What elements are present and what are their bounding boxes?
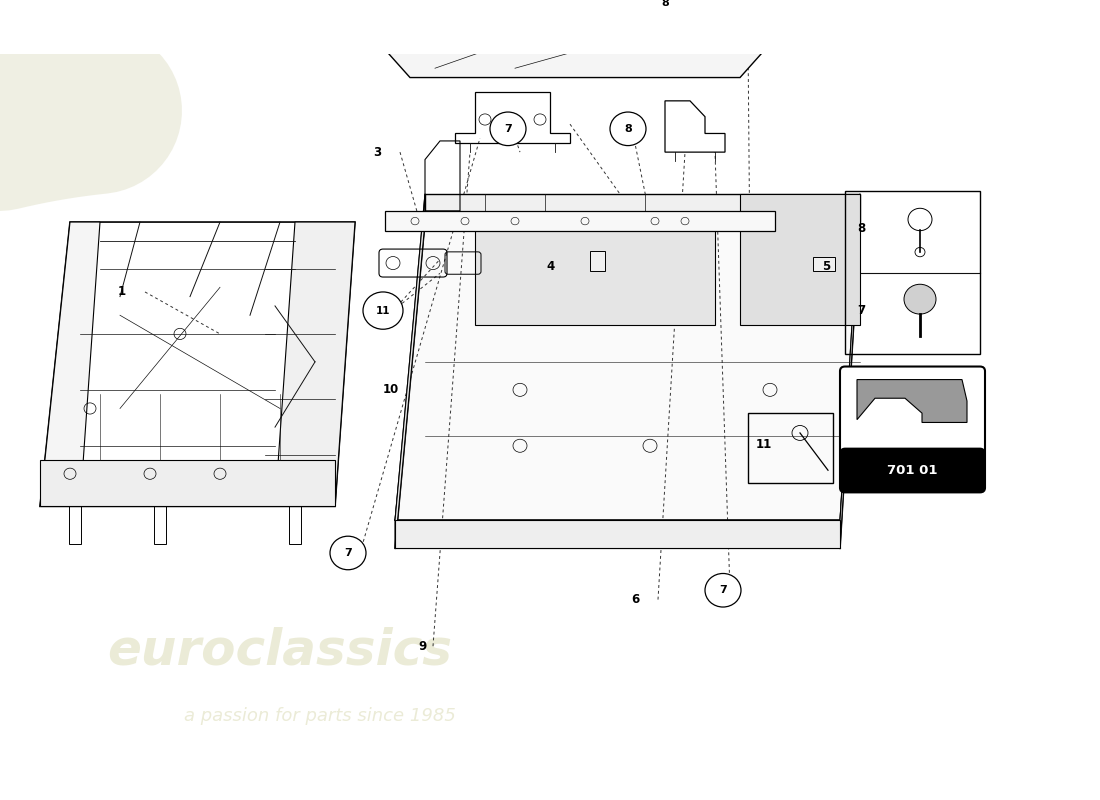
Polygon shape <box>857 379 967 422</box>
Polygon shape <box>395 222 860 520</box>
Text: 6: 6 <box>631 593 639 606</box>
Polygon shape <box>385 3 764 78</box>
Text: 4: 4 <box>546 260 554 274</box>
Circle shape <box>904 284 936 314</box>
Circle shape <box>330 536 366 570</box>
Text: 2: 2 <box>427 0 436 3</box>
Bar <box>154 506 166 544</box>
Text: a passion for parts since 1985: a passion for parts since 1985 <box>184 707 455 725</box>
Polygon shape <box>840 194 860 548</box>
Polygon shape <box>275 222 355 506</box>
Text: 8: 8 <box>857 222 866 235</box>
FancyBboxPatch shape <box>840 366 984 492</box>
Bar <box>385 211 776 231</box>
Text: 9: 9 <box>418 640 427 653</box>
Circle shape <box>705 574 741 607</box>
Text: 10: 10 <box>383 383 399 396</box>
Text: 3: 3 <box>373 146 381 158</box>
Bar <box>813 257 835 270</box>
Circle shape <box>490 112 526 146</box>
Bar <box>289 506 301 544</box>
Polygon shape <box>40 460 336 506</box>
Polygon shape <box>40 222 100 506</box>
FancyBboxPatch shape <box>840 448 984 492</box>
Text: euroclassics: euroclassics <box>108 627 452 675</box>
Text: 7: 7 <box>719 586 727 595</box>
Polygon shape <box>395 520 840 548</box>
Bar <box>748 413 833 483</box>
Text: 5: 5 <box>822 260 830 274</box>
Bar <box>590 251 605 271</box>
Text: 701 01: 701 01 <box>888 463 937 477</box>
Text: 8: 8 <box>661 0 669 8</box>
Text: 7: 7 <box>344 548 352 558</box>
Text: 7: 7 <box>504 124 512 134</box>
Circle shape <box>647 0 683 20</box>
Text: 7: 7 <box>857 304 865 317</box>
Circle shape <box>610 112 646 146</box>
Text: 8: 8 <box>624 124 631 134</box>
Text: 11: 11 <box>756 438 772 451</box>
Circle shape <box>363 292 403 330</box>
Bar <box>69 506 81 544</box>
Polygon shape <box>740 194 860 325</box>
Polygon shape <box>425 194 860 222</box>
Polygon shape <box>395 194 425 548</box>
Bar <box>845 191 980 354</box>
Text: 1: 1 <box>118 286 127 298</box>
Polygon shape <box>475 222 715 325</box>
Polygon shape <box>736 23 776 46</box>
Text: 11: 11 <box>376 306 390 315</box>
